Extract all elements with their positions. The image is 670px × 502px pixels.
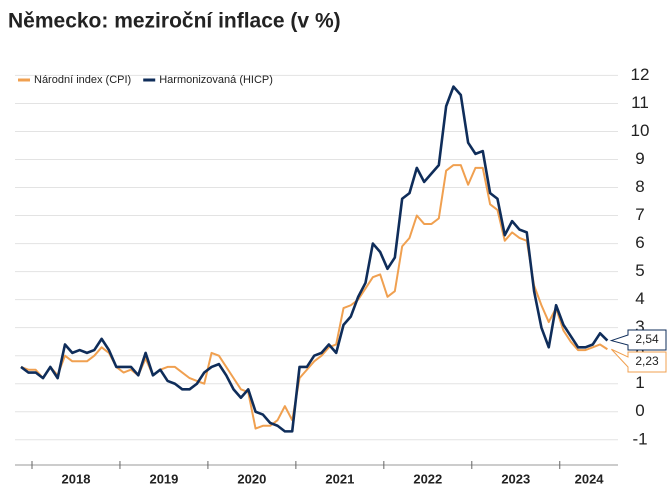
end-label-box <box>611 348 667 373</box>
y-tick-label: 3 <box>635 317 644 336</box>
y-tick-label: 6 <box>635 233 644 252</box>
y-tick-label: 8 <box>635 177 644 196</box>
series-line <box>20 164 608 430</box>
y-tick-label: 10 <box>631 121 650 140</box>
end-label-text: 2,54 <box>635 332 659 346</box>
y-tick-label: 1 <box>635 373 644 392</box>
y-tick-label: 12 <box>631 65 650 84</box>
end-label-box <box>609 329 667 351</box>
x-tick-label: 2019 <box>149 471 178 486</box>
end-label: 2,54 <box>609 329 667 351</box>
end-label: 2,23 <box>611 348 667 373</box>
y-tick-label: 4 <box>635 289 644 308</box>
x-tick-label: 2021 <box>325 471 354 486</box>
x-tick-label: 2022 <box>413 471 442 486</box>
y-tick-label: -1 <box>632 429 647 448</box>
x-tick-label: 2018 <box>62 471 91 486</box>
x-tick-label: 2023 <box>501 471 530 486</box>
series-line <box>20 85 609 433</box>
x-tick-label: 2020 <box>237 471 266 486</box>
legend-label: Národní index (CPI) <box>34 74 131 86</box>
end-label-text: 2,23 <box>635 354 659 368</box>
y-tick-label: 11 <box>631 93 649 112</box>
chart-title: Německo: meziroční inflace (v %) <box>8 10 341 33</box>
y-tick-label: 0 <box>635 401 644 420</box>
y-tick-label: 9 <box>635 149 644 168</box>
x-tick-label: 2024 <box>575 471 605 486</box>
legend-label: Harmonizovaná (HICP) <box>159 74 273 86</box>
y-tick-label: 7 <box>635 205 644 224</box>
y-tick-label: 5 <box>635 261 644 280</box>
